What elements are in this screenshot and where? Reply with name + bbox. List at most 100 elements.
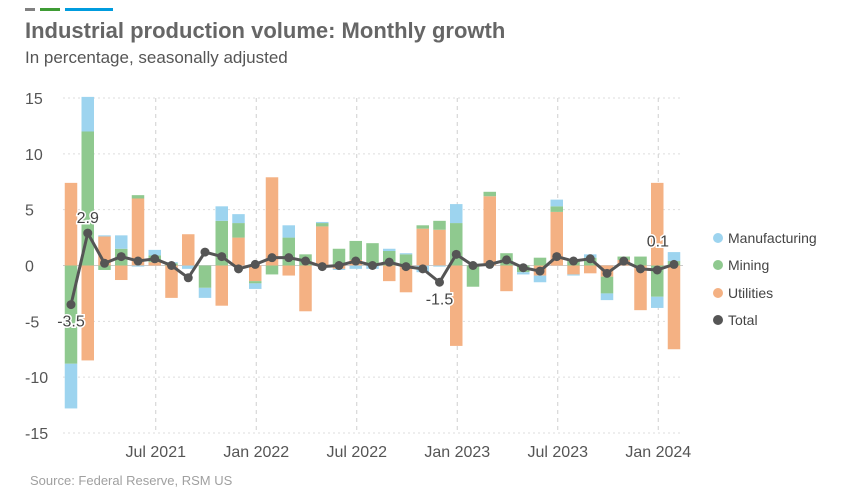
stacked-bars: [64, 96, 681, 409]
total-point-5: [150, 254, 160, 264]
bar-utilities-13: [282, 265, 295, 276]
bar-manufacturing-7: [182, 265, 195, 269]
total-point-30: [569, 256, 578, 266]
bar-utilities-10: [232, 237, 245, 266]
bar-mining-32: [600, 276, 614, 294]
total-point-8: [200, 247, 210, 257]
bar-utilities-36: [667, 265, 681, 350]
bar-manufacturing-27: [517, 272, 530, 275]
total-point-10: [234, 264, 243, 274]
y-tick-label: -5: [25, 314, 39, 331]
total-point-18: [368, 261, 377, 270]
bar-manufacturing-13: [282, 225, 295, 238]
bar-manufacturing-8: [198, 287, 212, 298]
bar-mining-29: [550, 206, 563, 212]
bar-mining-24: [466, 265, 480, 287]
chart-title: Industrial production volume: Monthly gr…: [25, 18, 506, 43]
bar-utilities-11: [249, 265, 262, 282]
total-point-7: [183, 273, 193, 283]
bar-mining-11: [249, 281, 262, 284]
total-point-31: [585, 254, 595, 264]
data-label: 0.1: [647, 233, 669, 250]
total-point-22: [435, 277, 444, 287]
total-point-24: [468, 261, 478, 270]
bar-manufacturing-28: [533, 275, 547, 283]
x-tick-label: Jan 2022: [223, 444, 289, 461]
bar-utilities-5: [148, 262, 161, 266]
bar-utilities-0: [64, 182, 78, 266]
y-tick-label: 15: [25, 91, 43, 108]
legend-item-utilities: Utilities: [713, 279, 817, 307]
x-tick-label: Jan 2024: [625, 444, 691, 461]
x-tick-label: Jan 2023: [424, 444, 490, 461]
bar-manufacturing-36: [667, 252, 681, 262]
total-point-1: [83, 228, 93, 238]
axis-labels: 15 10 5 0 -5 -10 -15 Jul 2021 Jan 2022 Jul 2022 Ja…: [25, 91, 691, 461]
bar-manufacturing-20: [399, 253, 413, 255]
bar-manufacturing-32: [600, 293, 614, 301]
bar-utilities-9: [215, 265, 228, 306]
bar-manufacturing-22: [433, 265, 446, 267]
data-label: -1.5: [426, 291, 454, 308]
bar-mining-8: [198, 265, 212, 288]
bar-mining-16: [332, 248, 346, 266]
bar-manufacturing-23: [450, 204, 463, 224]
x-tick-label: Jul 2023: [528, 444, 589, 461]
bar-manufacturing-2: [98, 235, 111, 237]
bar-mining-22: [433, 220, 446, 230]
y-tick-label: 5: [25, 203, 34, 220]
bar-utilities-6: [165, 265, 178, 298]
total-point-16: [334, 261, 344, 270]
bar-manufacturing-10: [232, 214, 245, 224]
bar-utilities-4: [131, 198, 145, 266]
total-point-14: [301, 256, 310, 266]
total-point-19: [384, 257, 394, 267]
total-point-4: [133, 256, 143, 266]
bar-manufacturing-3: [115, 235, 128, 249]
total-point-13: [284, 253, 294, 263]
bar-manufacturing-15: [316, 221, 329, 224]
bar-utilities-20: [399, 265, 413, 293]
bar-manufacturing-11: [249, 283, 262, 289]
bar-utilities-25: [483, 196, 496, 266]
brand-bar-green: [40, 8, 60, 11]
y-tick-label: -10: [25, 370, 48, 387]
total-point-15: [317, 262, 327, 272]
bar-utilities-26: [500, 265, 513, 292]
total-point-34: [636, 264, 645, 274]
legend-item-manufacturing: Manufacturing: [713, 224, 817, 252]
bar-mining-21: [416, 225, 429, 229]
total-point-11: [250, 259, 260, 269]
total-line: [66, 228, 679, 310]
legend-swatch: [713, 232, 723, 243]
total-point-25: [485, 259, 495, 269]
bar-utilities-22: [433, 229, 446, 266]
bar-manufacturing-9: [215, 206, 228, 221]
total-point-2: [100, 258, 109, 268]
bar-utilities-1: [81, 265, 94, 361]
bar-manufacturing-1: [81, 96, 94, 132]
total-point-33: [619, 256, 629, 266]
bar-mining-15: [316, 223, 329, 227]
bar-mining-10: [232, 223, 245, 238]
bar-mining-17: [349, 240, 362, 260]
total-point-0: [66, 300, 76, 310]
bar-mining-20: [399, 254, 413, 266]
legend-item-mining: Mining: [713, 252, 817, 280]
legend-label: Manufacturing: [728, 229, 817, 246]
total-point-29: [552, 252, 562, 262]
y-tick-label: 10: [25, 147, 43, 164]
brand-bar-gray: [25, 8, 35, 11]
legend: Manufacturing Mining Utilities Total: [713, 224, 817, 334]
bar-mining-25: [483, 191, 496, 197]
bar-mining-34: [634, 256, 647, 266]
total-point-35: [652, 265, 662, 275]
total-point-21: [418, 264, 428, 274]
total-point-3: [116, 252, 126, 262]
bar-utilities-14: [299, 265, 312, 312]
source-note: Source: Federal Reserve, RSM US: [30, 473, 233, 488]
bar-utilities-12: [265, 177, 279, 266]
y-tick-label: 0: [25, 259, 34, 276]
total-point-17: [351, 256, 361, 266]
